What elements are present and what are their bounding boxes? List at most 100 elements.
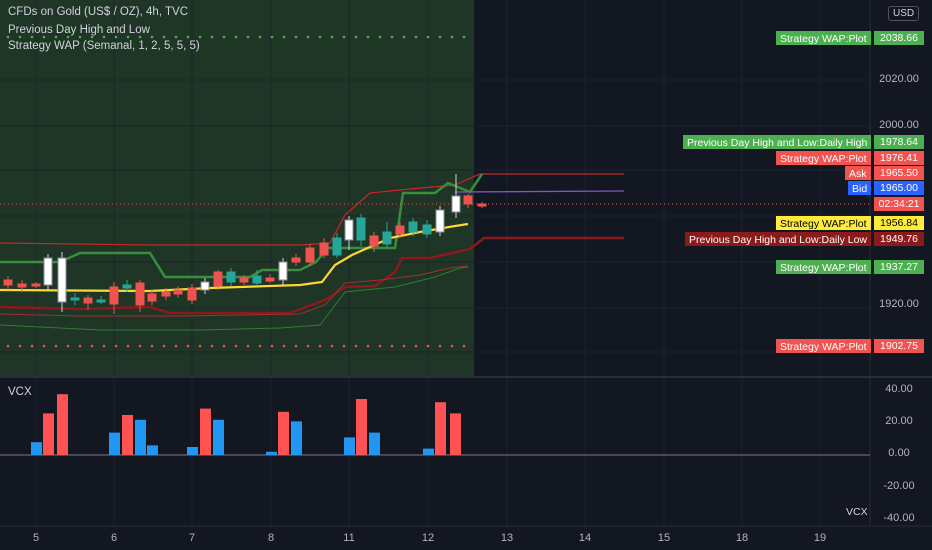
wap-bottom-dot xyxy=(66,344,70,348)
wap-bottom-dot xyxy=(390,344,394,348)
wap-bottom-dot xyxy=(306,344,310,348)
candle-body xyxy=(451,195,461,213)
wap-top-dot xyxy=(162,35,166,39)
candle-body xyxy=(344,219,354,241)
price-label-value: 1956.84 xyxy=(874,216,924,230)
y-tick: 2020.00 xyxy=(879,73,919,85)
wap-top-dot xyxy=(378,35,382,39)
vcx-bar xyxy=(266,451,277,455)
wap-top-dot xyxy=(234,35,238,39)
price-label-name: Strategy WAP:Plot xyxy=(776,216,871,230)
vcx-bar xyxy=(450,413,461,455)
indicator-prev-day-high-low[interactable]: Previous Day High and Low xyxy=(8,24,150,36)
wap-top-dot xyxy=(174,35,178,39)
vcx-badge: VCX xyxy=(846,506,868,518)
candle-body xyxy=(278,261,288,281)
candle-body xyxy=(31,283,41,287)
vcx-title[interactable]: VCX xyxy=(8,386,32,398)
wap-bottom-dot xyxy=(354,344,358,348)
wap-top-dot xyxy=(150,35,154,39)
wap-bottom-dot xyxy=(6,344,10,348)
wap-bottom-dot xyxy=(402,344,406,348)
symbol-title[interactable]: CFDs on Gold (US$ / OZ), 4h, TVC xyxy=(8,6,189,18)
wap-top-dot xyxy=(54,35,58,39)
vcx-bar xyxy=(344,437,355,455)
x-tick: 13 xyxy=(500,532,514,544)
candle-body xyxy=(70,297,80,301)
vcx-bar xyxy=(278,411,289,455)
candle-body xyxy=(57,257,67,303)
candle-body xyxy=(3,279,13,286)
price-label-name: Ask xyxy=(845,166,871,180)
wap-top-dot xyxy=(42,35,46,39)
candle-body xyxy=(109,286,119,305)
candle-body xyxy=(265,277,275,282)
wap-top-dot xyxy=(222,35,226,39)
candle-body xyxy=(356,217,366,241)
vcx-bar xyxy=(43,413,54,455)
vcx-bar xyxy=(435,402,446,455)
candle-body xyxy=(147,293,157,302)
wap-top-dot xyxy=(246,35,250,39)
upper-band-line xyxy=(0,173,624,246)
price-label-value: 1965.50 xyxy=(874,166,924,180)
vcx-bar xyxy=(31,442,42,455)
wap-top-dot xyxy=(18,35,22,39)
vcx-tick: -40.00 xyxy=(883,512,915,524)
price-label-name: Strategy WAP:Plot xyxy=(776,31,871,45)
candle-body xyxy=(226,271,236,283)
wap-top-dot xyxy=(186,35,190,39)
wap-bottom-dot xyxy=(450,344,454,348)
wap-bottom-dot xyxy=(54,344,58,348)
candle-body xyxy=(422,224,432,235)
vcx-bar xyxy=(57,394,68,455)
indicator-strategy-wap[interactable]: Strategy WAP (Semanal, 1, 2, 5, 5, 5) xyxy=(8,40,200,52)
vcx-bar xyxy=(356,399,367,455)
candle-body xyxy=(122,284,132,289)
wap-bottom-dot xyxy=(234,344,238,348)
price-label-name: Previous Day High and Low:Daily Low xyxy=(685,232,872,246)
vcx-bar xyxy=(291,421,302,455)
x-tick: 6 xyxy=(110,532,118,544)
lower-green-line xyxy=(0,266,469,331)
wap-bottom-dot xyxy=(126,344,130,348)
vcx-bar xyxy=(187,447,198,455)
vcx-bar xyxy=(109,432,120,455)
vcx-bar xyxy=(200,408,211,455)
price-label-value: 2038.66 xyxy=(874,31,924,45)
price-label-name: Strategy WAP:Plot xyxy=(776,339,871,353)
wap-top-dot xyxy=(414,35,418,39)
candle-body xyxy=(252,275,262,284)
wap-bottom-dot xyxy=(186,344,190,348)
vcx-bar xyxy=(369,432,380,455)
candle-body xyxy=(291,257,301,263)
wap-bottom-dot xyxy=(42,344,46,348)
wap-bottom-dot xyxy=(270,344,274,348)
x-tick: 8 xyxy=(267,532,275,544)
candle-body xyxy=(43,257,53,286)
wap-top-dot xyxy=(366,35,370,39)
price-label-value: 1965.00 xyxy=(874,181,924,195)
wap-bottom-dot xyxy=(246,344,250,348)
currency-button[interactable]: USD xyxy=(888,6,920,21)
daily-high-line xyxy=(0,173,484,279)
wap-bottom-dot xyxy=(366,344,370,348)
x-tick: 7 xyxy=(188,532,196,544)
wap-bottom-dot xyxy=(438,344,442,348)
wap-bottom-dot xyxy=(198,344,202,348)
wap-top-dot xyxy=(354,35,358,39)
wap-top-dot xyxy=(126,35,130,39)
wap-top-dot xyxy=(6,35,10,39)
wap-top-dot xyxy=(294,35,298,39)
lower-red-line xyxy=(0,265,469,317)
wap-top-dot xyxy=(282,35,286,39)
wap-top-dot xyxy=(390,35,394,39)
wap-bottom-dot xyxy=(294,344,298,348)
price-label-value: 1937.27 xyxy=(874,260,924,274)
wap-top-dot xyxy=(138,35,142,39)
candle-body xyxy=(477,203,487,207)
wap-top-dot xyxy=(90,35,94,39)
x-tick: 14 xyxy=(578,532,592,544)
wap-bottom-dot xyxy=(318,344,322,348)
